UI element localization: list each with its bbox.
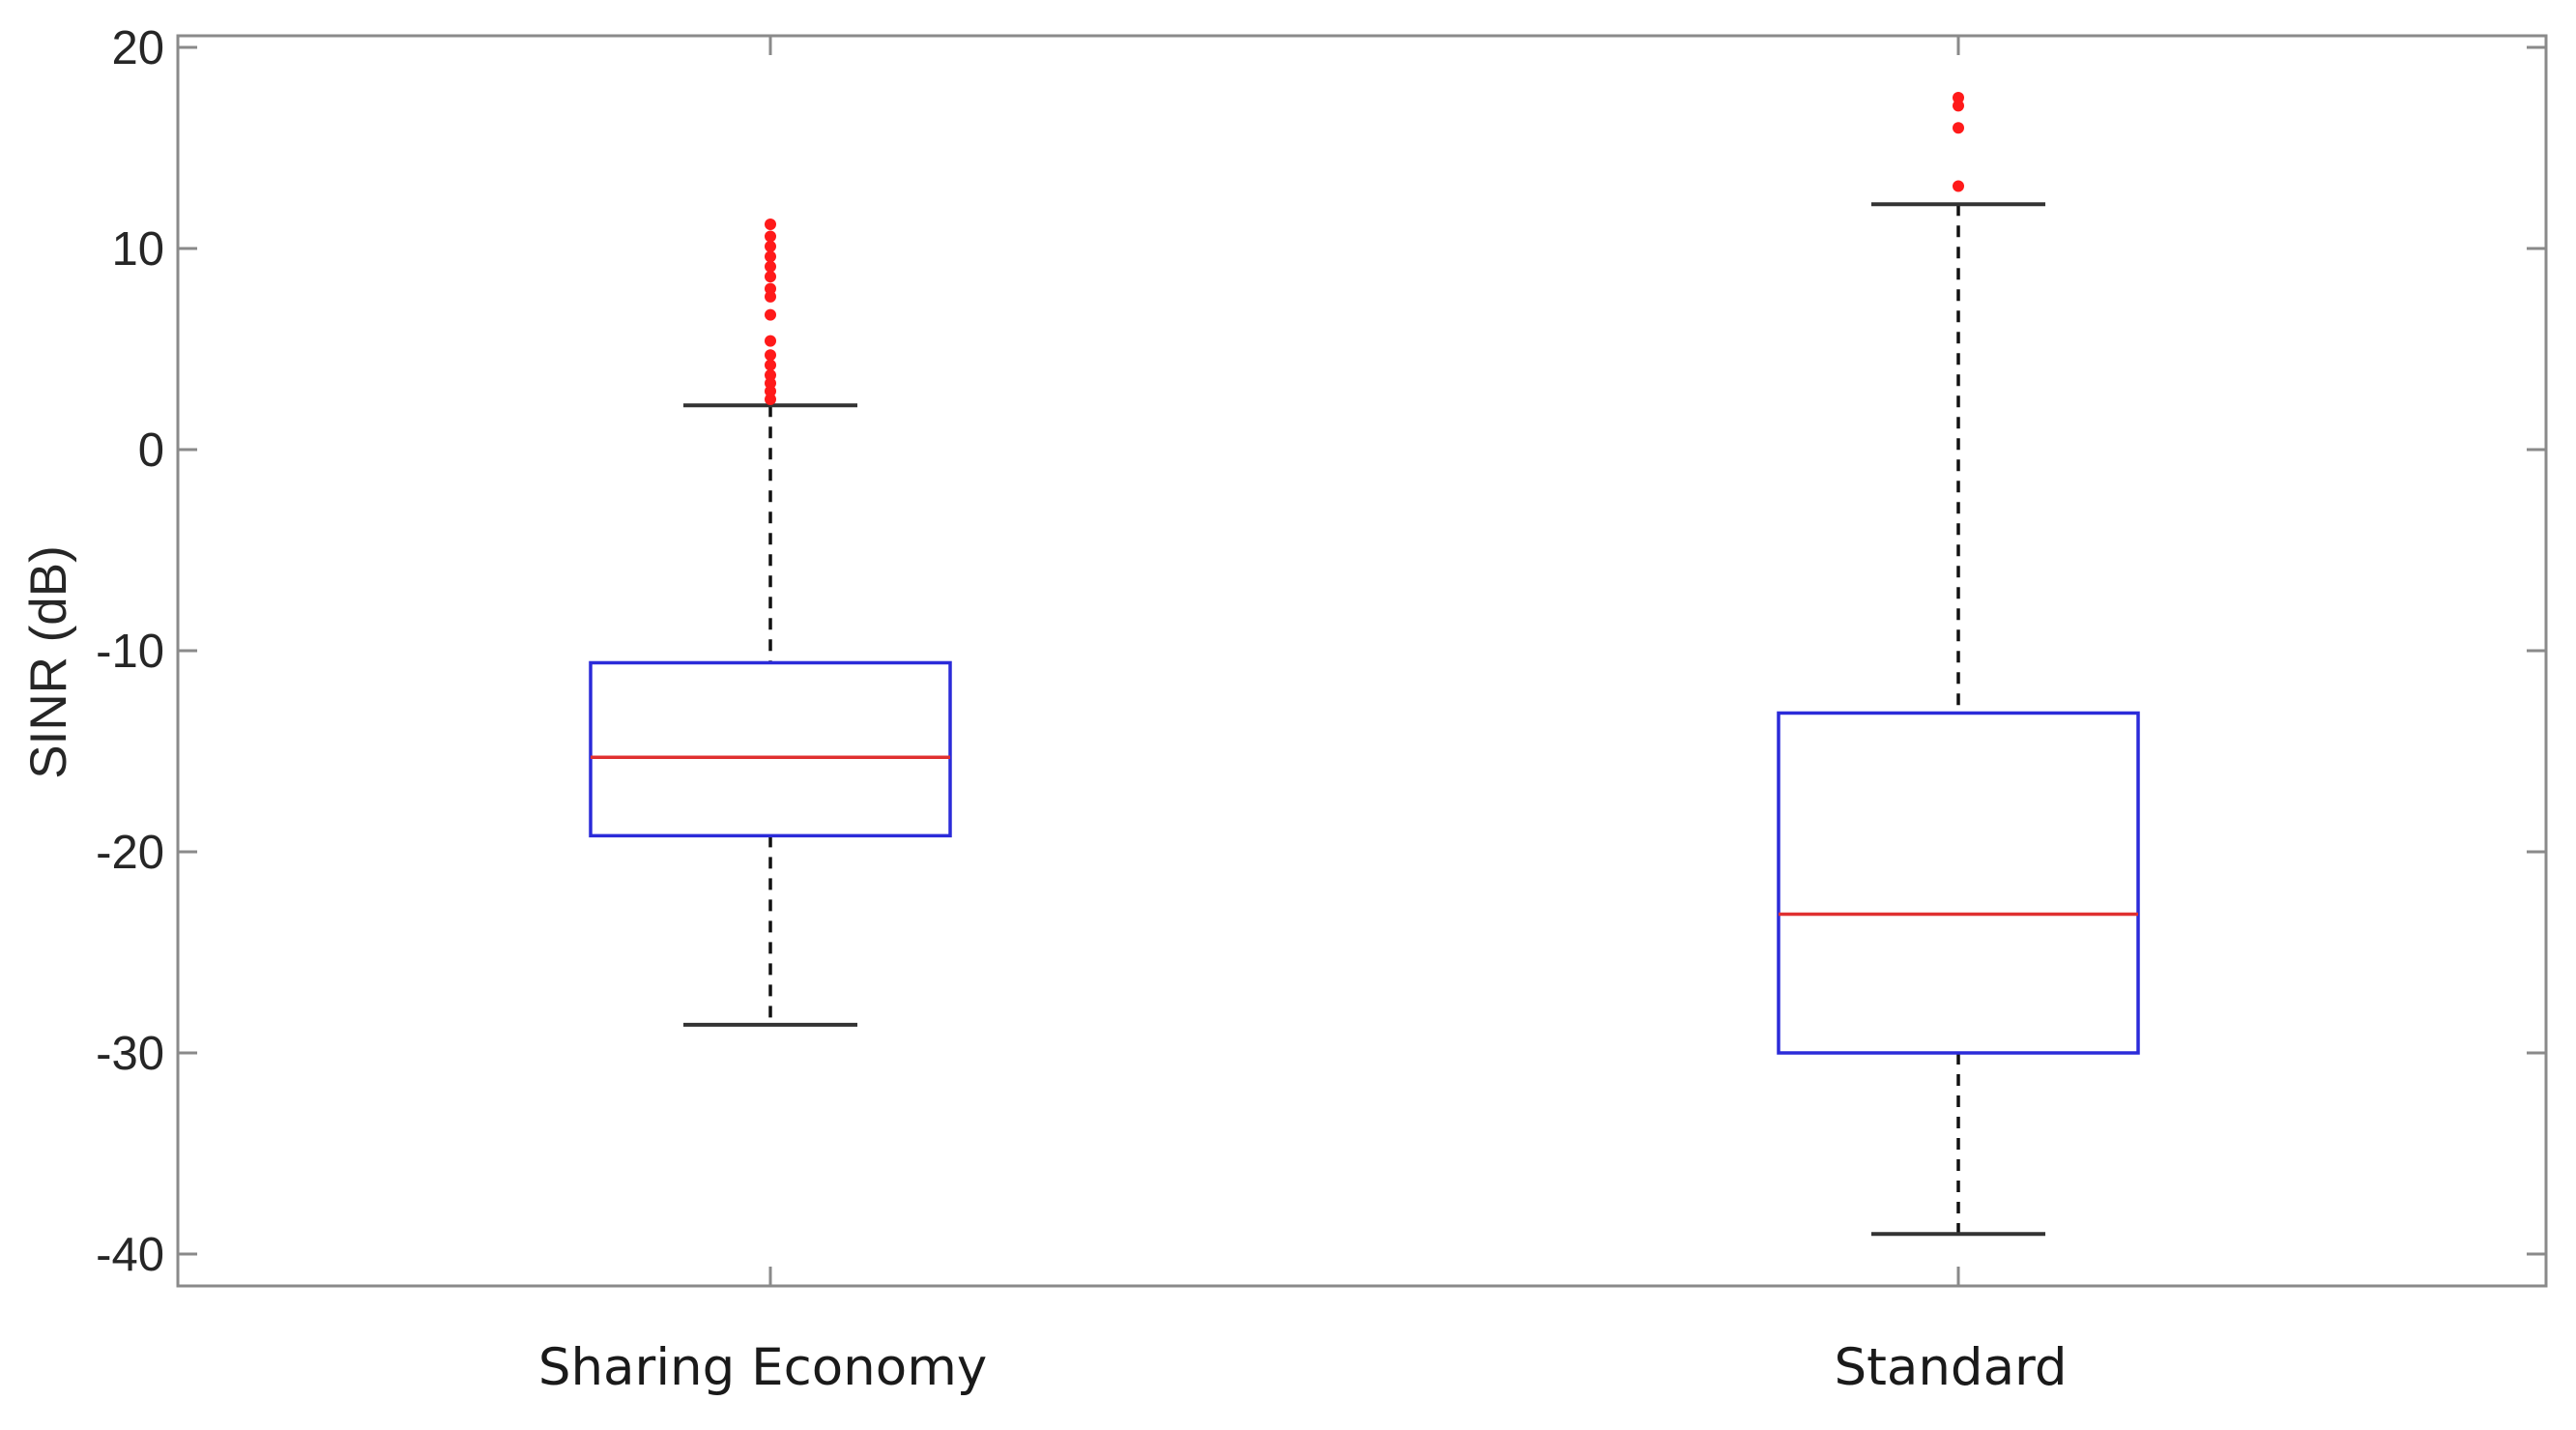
outlier-point — [765, 308, 776, 321]
y-tick-label: -10 — [96, 626, 164, 678]
outlier-point — [765, 219, 776, 231]
box-group — [1777, 92, 2140, 1237]
y-tick-label: 0 — [138, 424, 164, 477]
y-tick-label: -30 — [96, 1028, 164, 1080]
outlier-point — [765, 260, 776, 273]
x-category-label: Sharing Economy — [538, 1338, 987, 1397]
outlier-point — [765, 349, 776, 362]
outlier-point — [765, 394, 776, 405]
x-axis: Sharing Economy Standard — [538, 36, 2068, 1397]
y-axis: 20 10 0 -10 -20 -30 -40 — [96, 22, 2546, 1281]
outlier-point — [1953, 100, 1964, 112]
outlier-point — [765, 385, 776, 397]
plot-frame — [176, 34, 2548, 1288]
y-tick-label: -20 — [96, 827, 164, 879]
y-axis-label: SINR (dB) — [20, 545, 77, 778]
outlier-point — [765, 359, 776, 371]
outlier-point — [765, 250, 776, 263]
outlier-point — [1953, 180, 1964, 192]
box-group — [589, 219, 952, 1027]
iqr-box — [589, 660, 952, 838]
outlier-point — [765, 369, 776, 382]
outlier-point — [765, 290, 776, 303]
y-tick-label: 10 — [111, 223, 164, 276]
x-category-label: Standard — [1834, 1338, 2067, 1397]
outlier-point — [765, 282, 776, 295]
outlier-point — [1953, 92, 1964, 103]
y-tick-label: 20 — [111, 22, 164, 74]
outlier-point — [765, 377, 776, 390]
outlier-point — [765, 240, 776, 252]
outlier-point — [1953, 122, 1964, 134]
outlier-point — [765, 335, 776, 347]
y-tick-label: -40 — [96, 1229, 164, 1281]
boxes — [589, 92, 2140, 1237]
outlier-point — [765, 230, 776, 243]
iqr-box — [1777, 711, 2140, 1055]
outlier-point — [765, 271, 776, 283]
